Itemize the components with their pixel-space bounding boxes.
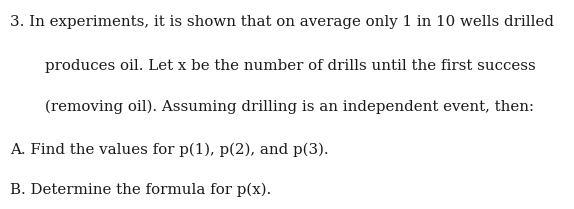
Text: (removing oil). Assuming drilling is an independent event, then:: (removing oil). Assuming drilling is an … [45, 99, 534, 114]
Text: B. Determine the formula for p(x).: B. Determine the formula for p(x). [10, 183, 272, 197]
Text: 3. In experiments, it is shown that on average only 1 in 10 wells drilled: 3. In experiments, it is shown that on a… [10, 15, 554, 29]
Text: produces oil. Let x be the number of drills until the first success: produces oil. Let x be the number of dri… [45, 59, 536, 73]
Text: A. Find the values for p(1), p(2), and p(3).: A. Find the values for p(1), p(2), and p… [10, 142, 329, 157]
